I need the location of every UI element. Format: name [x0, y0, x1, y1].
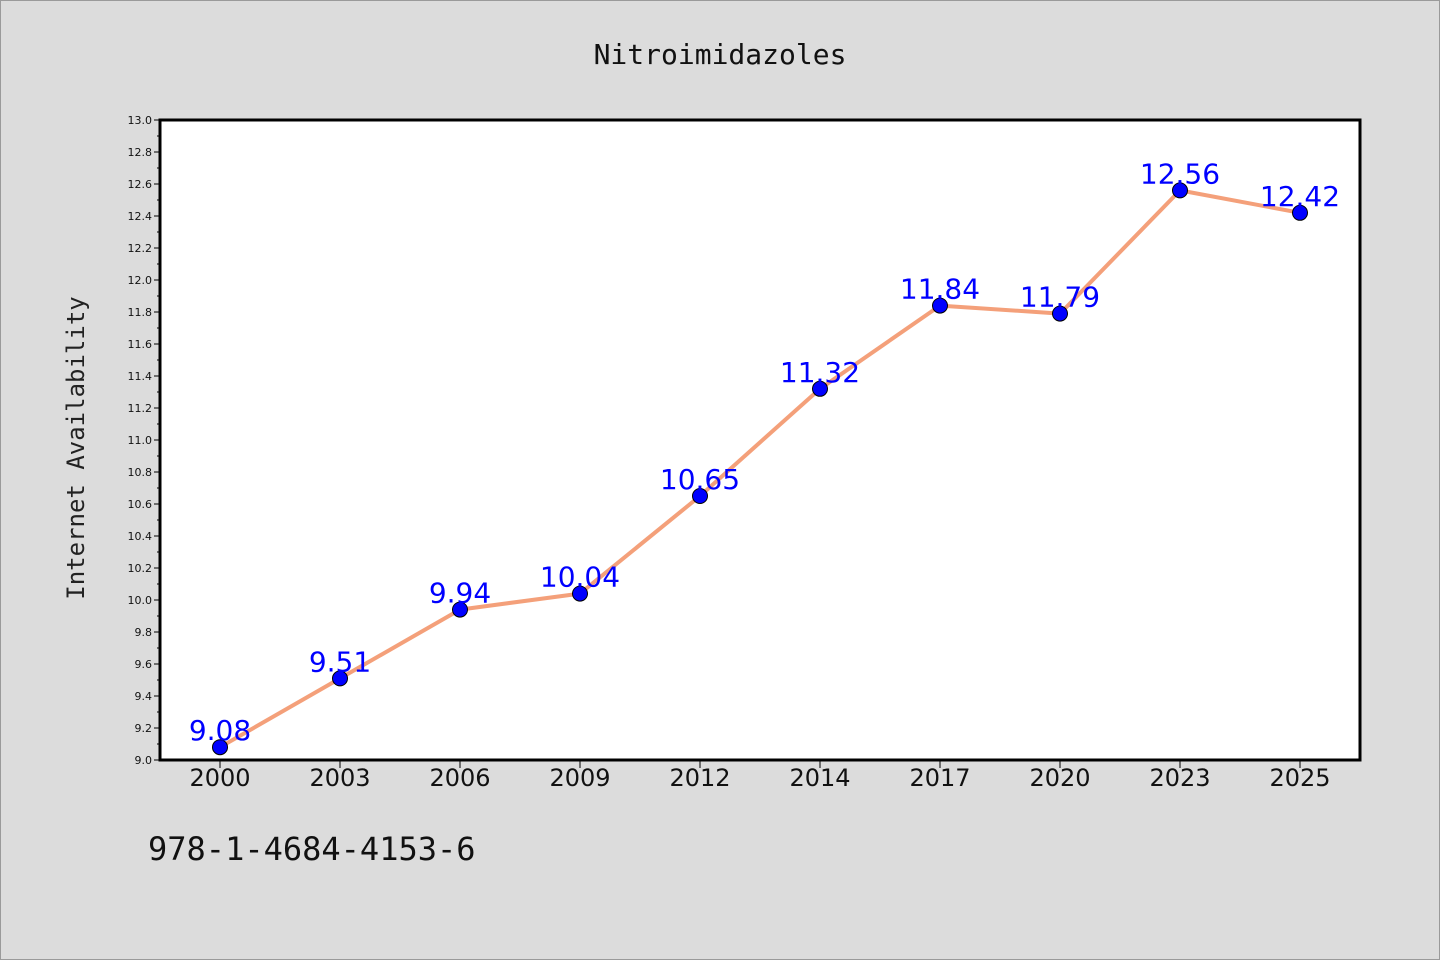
data-point	[572, 585, 588, 602]
x-tick-label: 2009	[549, 764, 610, 792]
x-tick-label: 2014	[789, 764, 850, 792]
y-tick-label: 9.4	[135, 690, 153, 703]
x-tick-label: 2017	[909, 764, 970, 792]
y-tick-label: 12.2	[128, 242, 153, 255]
y-tick-label: 9.6	[135, 658, 153, 671]
x-tick-label: 2020	[1029, 764, 1090, 792]
data-label: 11.84	[900, 273, 980, 306]
data-labels: 9.08 9.51 9.94 10.04 10.65 11.32 11.84 11.79 12.…	[189, 157, 1340, 747]
data-point	[332, 670, 348, 687]
y-tick-label: 12.6	[128, 178, 153, 191]
series-line	[219, 188, 1301, 749]
y-tick-label: 10.0	[128, 594, 153, 607]
plot-area	[158, 118, 1362, 762]
data-markers	[212, 182, 1308, 756]
chart-title: Nitroimidazoles	[594, 38, 847, 71]
y-tick-label: 10.4	[128, 530, 153, 543]
y-tick-label: 9.0	[135, 754, 153, 767]
data-label: 12.56	[1140, 157, 1220, 190]
data-label: 9.08	[189, 714, 251, 747]
data-point	[812, 380, 828, 397]
y-tick-label: 11.6	[128, 338, 153, 351]
x-tick-label: 2003	[309, 764, 370, 792]
data-label: 10.04	[540, 561, 620, 594]
y-tick-label: 10.6	[128, 498, 153, 511]
data-point	[212, 739, 228, 756]
footer-code: 978-1-4684-4153-6	[148, 830, 476, 868]
data-point	[452, 601, 468, 618]
x-axis: 2000 2003 2006 2009 2012 2014 2017 2020 2023 2025	[189, 760, 1331, 792]
data-point	[692, 488, 708, 504]
y-tick-label: 9.2	[135, 722, 153, 735]
y-tick-label: 12.4	[128, 210, 153, 223]
y-tick-label: 12.0	[128, 274, 153, 287]
y-tick-label: 9.8	[135, 626, 153, 639]
x-tick-label: 2006	[429, 764, 490, 792]
y-tick-label: 11.0	[128, 434, 153, 447]
y-tick-label: 11.4	[128, 370, 153, 383]
y-tick-label: 10.2	[128, 562, 153, 575]
y-tick-label: 10.8	[128, 466, 153, 479]
data-point	[932, 297, 948, 314]
data-point	[1052, 305, 1068, 322]
data-label: 11.79	[1020, 281, 1100, 314]
x-tick-label: 2012	[669, 764, 730, 792]
data-label: 12.42	[1260, 180, 1340, 213]
y-tick-label: 13.0	[128, 114, 153, 127]
y-axis-label: Internet Availability	[62, 296, 90, 599]
x-tick-label: 2023	[1149, 764, 1210, 792]
data-point	[1292, 204, 1308, 221]
y-axis: 9.0 9.2 9.4 9.6 9.8 10.0 10.2 10.4 10.6 10.8 11.0 1…	[128, 114, 160, 767]
data-label: 9.94	[429, 577, 491, 610]
data-label: 9.51	[309, 645, 371, 678]
y-tick-label: 11.8	[128, 306, 153, 319]
y-tick-label: 12.8	[128, 146, 153, 159]
data-label: 10.65	[660, 463, 740, 496]
data-point	[1172, 182, 1188, 199]
x-tick-label: 2000	[189, 764, 250, 792]
y-tick-label: 11.2	[128, 402, 153, 415]
data-label: 11.32	[780, 356, 860, 389]
x-tick-label: 2025	[1269, 764, 1330, 792]
